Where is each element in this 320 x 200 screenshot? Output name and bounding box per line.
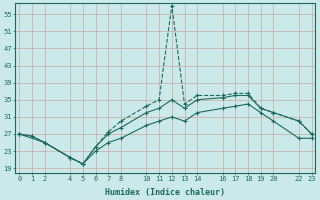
X-axis label: Humidex (Indice chaleur): Humidex (Indice chaleur) [105,188,225,197]
